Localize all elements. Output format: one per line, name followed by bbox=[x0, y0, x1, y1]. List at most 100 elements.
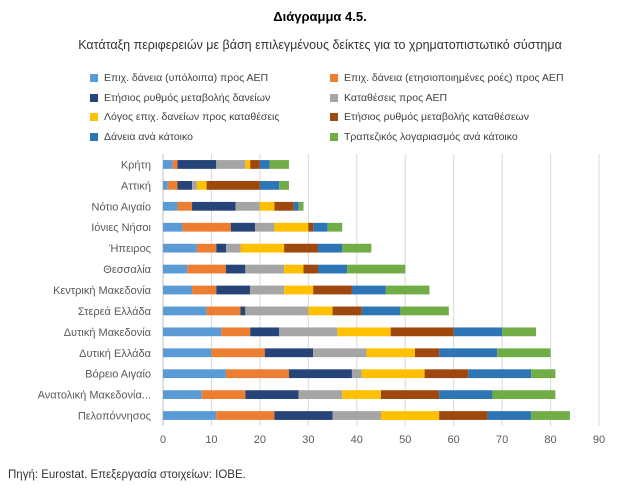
bar-segment bbox=[439, 411, 488, 420]
bar-segment bbox=[332, 306, 362, 316]
bar-segment bbox=[313, 222, 328, 232]
bar-segment bbox=[206, 180, 260, 190]
bar-segment bbox=[163, 160, 173, 169]
bar-segment bbox=[245, 306, 309, 316]
category-label: Αττική bbox=[121, 180, 151, 192]
category-label: Κρήτη bbox=[121, 159, 151, 171]
bar-segment bbox=[259, 180, 280, 190]
bar-segment bbox=[284, 243, 319, 253]
bar-segment bbox=[167, 180, 178, 190]
bar-segment bbox=[453, 327, 503, 337]
bar-segment bbox=[308, 306, 333, 316]
bar-segment bbox=[163, 243, 197, 253]
bar-segment bbox=[332, 411, 381, 420]
bar-segment bbox=[351, 285, 386, 295]
bar-segment bbox=[318, 264, 348, 274]
bar-segment bbox=[255, 222, 275, 232]
chart-number: Διάγραμμα 4.5. bbox=[273, 9, 367, 24]
bar-segment bbox=[259, 160, 270, 169]
bar-segment bbox=[298, 390, 343, 400]
bar-segment bbox=[216, 243, 226, 253]
bar-segment bbox=[274, 201, 294, 211]
bar-segment bbox=[492, 390, 556, 400]
source-note: Πηγή: Eurostat. Επεξεργασία στοιχείων: Ι… bbox=[8, 469, 246, 481]
bar-segment bbox=[230, 222, 256, 232]
x-tick-label: 0 bbox=[160, 434, 166, 446]
bar-segment bbox=[250, 285, 285, 295]
legend-swatch bbox=[90, 74, 98, 82]
bar-segment bbox=[225, 264, 246, 274]
bar-segment bbox=[381, 411, 440, 420]
bar-segment bbox=[177, 180, 193, 190]
bar-segment bbox=[163, 180, 168, 190]
bar-segment bbox=[245, 390, 299, 400]
legend-item: Ετήσιος ρυθμός μεταβολής καταθέσεων bbox=[330, 111, 529, 123]
legend-item: Λόγος επιχ. δανείων προς καταθέσεις bbox=[90, 111, 279, 123]
category-label: Ήπειρος bbox=[108, 243, 151, 255]
category-label: Νότιο Αιγαίο bbox=[92, 201, 151, 213]
stacked-bar-chart: Κρήτη Αττική Νότιο Αιγαίο Ιόνιες Νήσοι Ήπειρ… bbox=[38, 154, 605, 446]
bar-segment bbox=[172, 160, 178, 169]
bar-segment bbox=[531, 411, 570, 420]
legend-label: Τραπεζικός λογαριασμός ανά κάτοικο bbox=[344, 130, 518, 143]
bar-segment bbox=[385, 285, 430, 295]
category-label: Δυτική Μακεδονία bbox=[64, 327, 152, 339]
x-tick-label: 50 bbox=[399, 434, 411, 446]
bar-segment bbox=[163, 348, 212, 358]
bar-segment bbox=[216, 160, 246, 169]
bar-segment bbox=[264, 348, 314, 358]
x-tick-label: 40 bbox=[351, 434, 363, 446]
bar-segment bbox=[366, 348, 415, 358]
bar-segment bbox=[400, 306, 449, 316]
bar-segment bbox=[182, 222, 231, 232]
bar-segment bbox=[288, 369, 352, 379]
bar-segment bbox=[216, 285, 251, 295]
bar-segment bbox=[424, 369, 469, 379]
legend-label: Καταθέσεις προς ΑΕΠ bbox=[344, 91, 448, 104]
legend-item: Δάνεια ανά κάτοικο bbox=[90, 131, 193, 143]
bar-segment bbox=[269, 160, 289, 169]
legend-item: Ετήσιος ρυθμός μεταβολής δανείων bbox=[90, 92, 270, 104]
bar-segment bbox=[381, 390, 440, 400]
bar-segment bbox=[187, 264, 226, 274]
bar-segment bbox=[163, 327, 222, 337]
bar-segment bbox=[163, 201, 178, 211]
bar-segment bbox=[531, 369, 556, 379]
category-label: Θεσσαλία bbox=[103, 264, 151, 276]
bar-segment bbox=[414, 348, 440, 358]
legend-item: Τραπεζικός λογαριασμός ανά κάτοικο bbox=[330, 131, 518, 143]
legend-swatch bbox=[330, 132, 338, 141]
legend-item: Επιχ. δάνεια (ετησιοποιημένες ροές) προς… bbox=[330, 72, 564, 84]
bar-segment bbox=[347, 264, 406, 274]
bar-segment bbox=[351, 369, 362, 379]
x-tick-label: 10 bbox=[205, 434, 217, 446]
bar-segment bbox=[274, 222, 309, 232]
bar-segment bbox=[337, 327, 391, 337]
bar-segment bbox=[361, 369, 425, 379]
legend-item: Επιχ. δάνεια (υπόλοιπα) προς ΑΕΠ bbox=[90, 72, 268, 84]
x-tick-label: 60 bbox=[448, 434, 460, 446]
legend-label: Λόγος επιχ. δανείων προς καταθέσεις bbox=[104, 111, 280, 123]
bar-segment bbox=[245, 264, 285, 274]
category-label: Ανατολική Μακεδονία... bbox=[38, 390, 151, 402]
x-tick-label: 80 bbox=[544, 434, 556, 446]
bar-segment bbox=[163, 285, 193, 295]
chart-title: Κατάταξη περιφερειών με βάση επιλεγμένου… bbox=[78, 38, 562, 52]
bar-segment bbox=[284, 264, 304, 274]
bar-segment bbox=[250, 327, 280, 337]
bar-segment bbox=[177, 160, 217, 169]
bar-segment bbox=[361, 306, 401, 316]
bar-segment bbox=[318, 243, 343, 253]
legend-swatch bbox=[330, 74, 338, 82]
bar-segment bbox=[163, 390, 202, 400]
bar-segment bbox=[342, 243, 372, 253]
category-label: Δυτική Ελλάδα bbox=[79, 348, 151, 360]
x-tick-label: 30 bbox=[302, 434, 314, 446]
category-label: Πελοπόννησος bbox=[78, 411, 151, 423]
bar-segment bbox=[177, 201, 193, 211]
bar-segment bbox=[284, 285, 314, 295]
bar-segment bbox=[439, 390, 493, 400]
bar-segment bbox=[308, 222, 314, 232]
bar-segment bbox=[201, 390, 246, 400]
bar-segment bbox=[390, 327, 454, 337]
